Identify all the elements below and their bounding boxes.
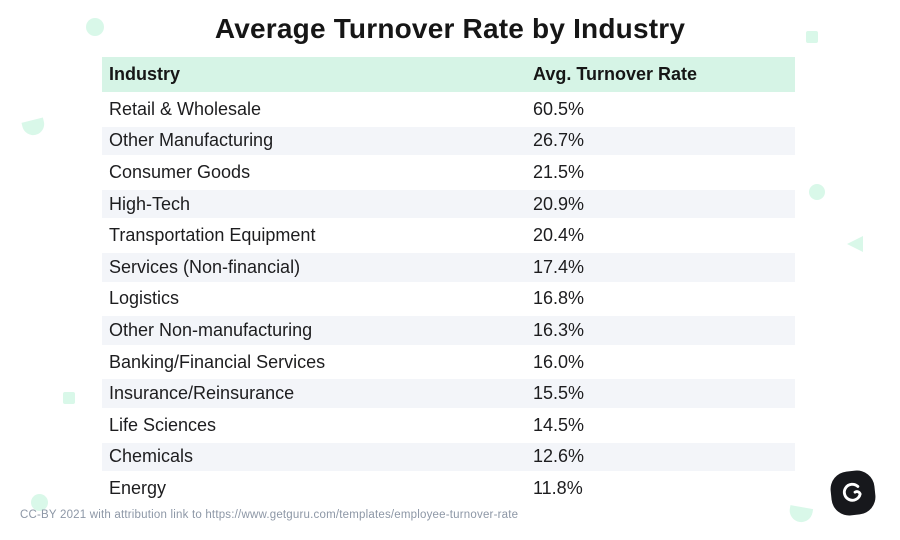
- rate-cell: 60.5%: [533, 98, 585, 119]
- deco-square-icon: [806, 31, 818, 43]
- table-row: Chemicals 12.6%: [102, 442, 795, 472]
- rate-cell: 14.5%: [533, 414, 585, 435]
- table-row: Energy 11.8%: [102, 474, 795, 503]
- rate-cell: 20.4%: [533, 225, 585, 246]
- rate-cell: 16.3%: [533, 319, 585, 340]
- deco-triangle-icon: [847, 236, 863, 252]
- deco-circle-icon: [86, 18, 104, 36]
- deco-halfmoon-icon: [21, 117, 47, 138]
- deco-circle-icon: [31, 494, 48, 511]
- industry-cell: Insurance/Reinsurance: [109, 383, 295, 404]
- industry-cell: Retail & Wholesale: [109, 98, 262, 119]
- attribution-text: CC-BY 2021 with attribution link to http…: [20, 509, 519, 521]
- table-header-row: Industry Avg. Turnover Rate: [102, 57, 795, 92]
- guru-logo: [828, 468, 878, 518]
- column-header-industry: Industry: [109, 64, 181, 84]
- deco-square-icon: [63, 392, 75, 404]
- industry-cell: Transportation Equipment: [109, 225, 316, 246]
- rate-cell: 21.5%: [533, 161, 585, 182]
- table-row: Other Non-manufacturing 16.3%: [102, 316, 795, 345]
- table-body: Retail & Wholesale 60.5% Other Manufactu…: [102, 95, 795, 503]
- table-row: Retail & Wholesale 60.5%: [102, 95, 795, 124]
- industry-cell: Other Non-manufacturing: [109, 319, 313, 340]
- page-title: Average Turnover Rate by Industry: [214, 13, 686, 44]
- table-row: Insurance/Reinsurance 15.5%: [102, 379, 795, 408]
- deco-circle-icon: [809, 184, 825, 200]
- table-row: High-Tech 20.9%: [102, 189, 795, 219]
- guru-g-icon: [842, 482, 862, 502]
- industry-cell: Chemicals: [109, 446, 194, 467]
- rate-cell: 15.5%: [533, 383, 585, 404]
- turnover-table: Industry Avg. Turnover Rate Retail & Who…: [102, 57, 795, 506]
- table-row: Life Sciences 14.5%: [102, 410, 795, 440]
- industry-cell: Logistics: [109, 288, 180, 309]
- industry-cell: Banking/Financial Services: [109, 351, 326, 372]
- industry-cell: Consumer Goods: [109, 161, 251, 182]
- table-row: Logistics 16.8%: [102, 284, 795, 314]
- industry-cell: Energy: [109, 477, 167, 498]
- rate-cell: 26.7%: [533, 130, 585, 151]
- industry-cell: High-Tech: [109, 193, 191, 214]
- industry-cell: Life Sciences: [109, 414, 217, 435]
- rate-cell: 17.4%: [533, 256, 585, 277]
- table-row: Consumer Goods 21.5%: [102, 158, 795, 187]
- table-row: Transportation Equipment 20.4%: [102, 221, 795, 250]
- industry-cell: Services (Non-financial): [109, 256, 301, 277]
- rate-cell: 12.6%: [533, 446, 585, 467]
- industry-cell: Other Manufacturing: [109, 130, 274, 151]
- deco-halfmoon-icon: [787, 505, 814, 524]
- table-row: Other Manufacturing 26.7%: [102, 126, 795, 156]
- table-row: Banking/Financial Services 16.0%: [102, 347, 795, 377]
- rate-cell: 20.9%: [533, 193, 585, 214]
- rate-cell: 16.0%: [533, 351, 585, 372]
- rate-cell: 11.8%: [533, 477, 583, 498]
- column-header-rate: Avg. Turnover Rate: [533, 64, 698, 84]
- table-row: Services (Non-financial) 17.4%: [102, 252, 795, 282]
- rate-cell: 16.8%: [533, 288, 585, 309]
